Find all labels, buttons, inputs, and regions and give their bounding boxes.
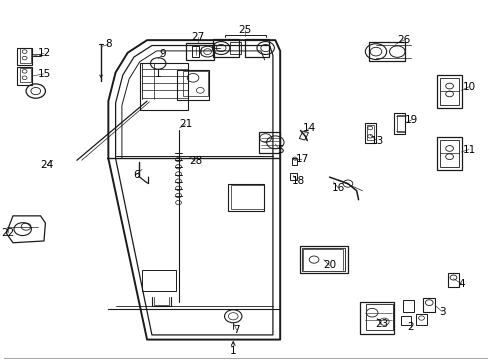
Text: 7: 7 (233, 325, 240, 335)
Text: 15: 15 (37, 69, 50, 79)
Text: 17: 17 (295, 154, 308, 164)
Bar (364, 123, 375, 143)
Text: 8: 8 (105, 40, 111, 49)
Text: 2: 2 (407, 322, 413, 332)
Text: 27: 27 (191, 32, 204, 42)
Bar (366, 126, 373, 140)
Bar (191, 46, 199, 57)
Text: 9: 9 (160, 49, 166, 59)
Bar (393, 113, 404, 134)
Text: 4: 4 (457, 279, 464, 289)
Bar (302, 248, 345, 271)
Bar (289, 173, 296, 180)
Bar (299, 246, 347, 273)
Text: 23: 23 (374, 319, 387, 329)
Text: 28: 28 (188, 156, 202, 166)
Text: 6: 6 (133, 170, 140, 180)
Bar (396, 115, 404, 132)
Text: 5: 5 (276, 145, 283, 155)
Bar (183, 71, 207, 96)
Text: 26: 26 (396, 35, 409, 45)
Bar (368, 42, 404, 62)
Bar (436, 75, 461, 108)
Bar (140, 63, 188, 110)
Bar (259, 132, 279, 153)
Bar (366, 303, 392, 330)
Bar (292, 158, 297, 165)
Bar (245, 40, 268, 57)
Text: 3: 3 (438, 307, 445, 316)
Bar (20, 48, 31, 63)
Text: 24: 24 (40, 160, 53, 170)
Text: 22: 22 (1, 228, 15, 238)
Text: 25: 25 (238, 25, 251, 35)
Bar (20, 68, 31, 82)
Bar (422, 298, 434, 312)
Text: 13: 13 (369, 136, 383, 145)
Bar (212, 39, 239, 57)
Bar (439, 140, 458, 167)
Bar (231, 185, 264, 210)
Bar (436, 136, 461, 170)
Bar (447, 273, 458, 287)
Bar (359, 302, 394, 334)
Bar (142, 270, 176, 291)
Text: 10: 10 (462, 82, 474, 92)
Text: 18: 18 (291, 176, 305, 186)
Bar (17, 48, 32, 65)
Bar (402, 301, 413, 312)
Text: 14: 14 (302, 123, 315, 133)
Text: 1: 1 (229, 346, 236, 356)
Bar (439, 78, 458, 104)
Bar (228, 184, 264, 211)
Text: 21: 21 (179, 120, 192, 129)
Bar (400, 316, 410, 325)
Text: 11: 11 (461, 144, 475, 154)
Text: 12: 12 (37, 48, 50, 58)
Bar (299, 131, 308, 140)
Text: 20: 20 (323, 260, 335, 270)
Bar (17, 67, 32, 85)
Bar (415, 315, 426, 325)
Text: 19: 19 (405, 115, 418, 125)
Text: 16: 16 (331, 183, 344, 193)
Bar (230, 42, 241, 54)
Bar (177, 70, 208, 100)
Bar (186, 43, 214, 60)
